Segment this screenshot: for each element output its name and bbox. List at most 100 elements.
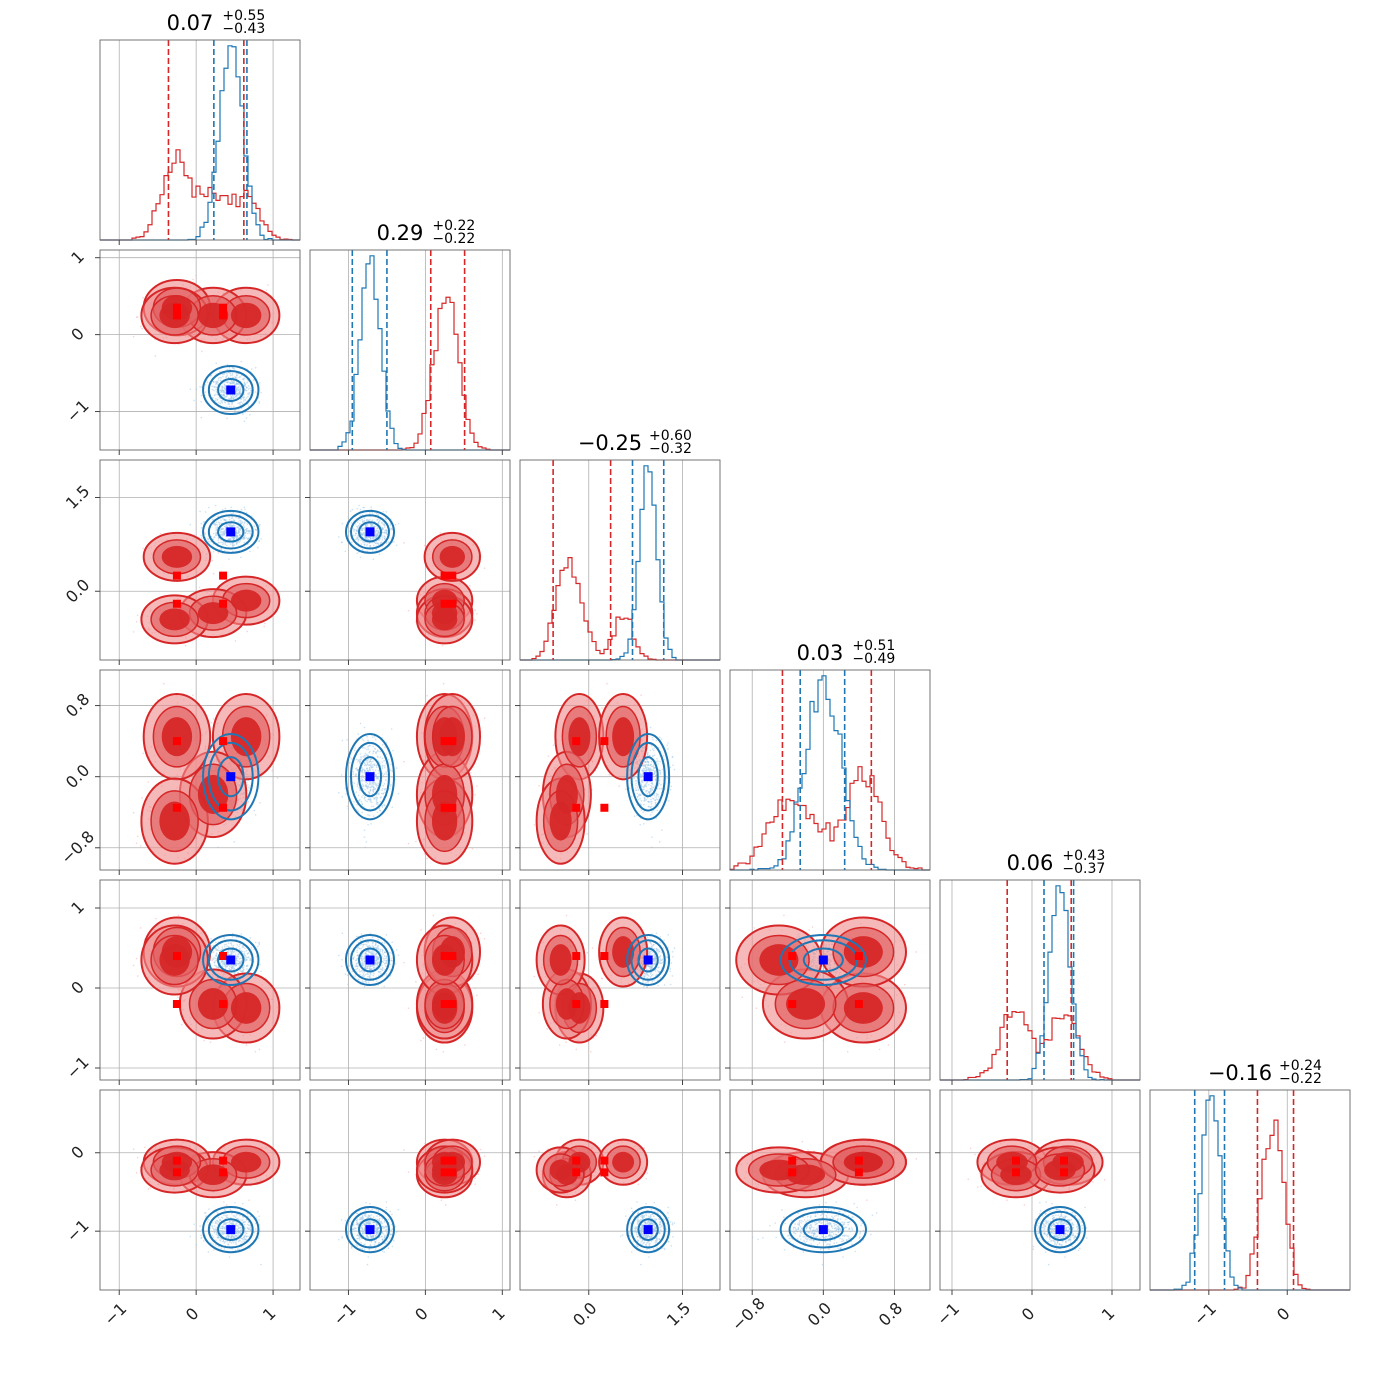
blue-sample-point <box>349 510 352 513</box>
panel-content <box>338 682 486 865</box>
blue-sample-point <box>220 519 222 521</box>
blue-sample-point <box>217 377 220 379</box>
blue-sample-point <box>382 774 385 777</box>
blue-sample-point <box>238 541 241 544</box>
red-marker <box>172 311 181 320</box>
blue-sample-point <box>258 402 261 404</box>
red-contour-core <box>230 717 262 757</box>
blue-sample-point <box>221 394 224 396</box>
blue-sample-point <box>357 760 359 763</box>
blue-sample-point <box>240 360 243 363</box>
red-marker <box>440 571 449 580</box>
blue-sample-point <box>189 523 192 526</box>
blue-sample-point <box>377 521 380 524</box>
blue-sample-point <box>240 556 242 559</box>
blue-sample-point <box>364 788 366 791</box>
blue-sample-point <box>226 374 228 377</box>
blue-sample-point <box>383 538 386 540</box>
blue-sample-point <box>218 523 221 526</box>
blue-sample-point <box>381 765 384 768</box>
blue-sample-point <box>377 529 380 532</box>
blue-sample-point <box>230 374 232 377</box>
red-sample-point <box>439 532 442 534</box>
blue-sample-point <box>369 544 372 547</box>
blue-sample-point <box>231 381 234 384</box>
blue-sample-point <box>371 765 374 768</box>
blue-sample-point <box>361 796 363 798</box>
blue-sample-point <box>235 543 238 545</box>
blue-sample-point <box>361 534 363 537</box>
blue-sample-point <box>233 382 236 385</box>
panel-frame <box>99 669 301 871</box>
red-sample-point <box>135 842 138 844</box>
blue-sample-point <box>372 789 375 791</box>
blue-sample-point <box>247 395 249 398</box>
blue-sample-point <box>363 771 366 774</box>
blue-sample-point <box>220 531 223 533</box>
blue-sample-point <box>369 760 372 763</box>
blue-sample-point <box>355 791 358 793</box>
blue-sample-point <box>350 522 353 524</box>
blue-sample-point <box>237 389 240 392</box>
blue-sample-point <box>215 534 218 537</box>
red-marker <box>172 599 181 608</box>
blue-sample-point <box>249 532 251 535</box>
blue-sample-point <box>381 539 384 541</box>
blue-sample-point <box>375 783 378 786</box>
blue-sample-point <box>235 386 237 388</box>
blue-sample-point <box>239 375 242 378</box>
blue-sample-point <box>370 823 372 825</box>
blue-sample-point <box>383 783 386 785</box>
panel-frame <box>519 459 721 661</box>
blue-sample-point <box>231 374 234 376</box>
blue-sample-point <box>250 368 253 370</box>
blue-sample-point <box>356 804 358 806</box>
blue-sample-point <box>241 396 244 399</box>
blue-sample-point <box>375 803 378 805</box>
blue-sample-point <box>366 753 368 756</box>
blue-sample-point <box>237 532 239 534</box>
red-sample-point <box>407 609 410 612</box>
blue-sample-point <box>242 397 245 400</box>
blue-sample-point <box>385 529 387 531</box>
blue-sample-point <box>243 420 246 422</box>
blue-sample-point <box>221 541 224 544</box>
red-contour-core <box>161 717 193 757</box>
blue-sample-point <box>359 508 362 511</box>
blue-sample-point <box>224 543 226 546</box>
blue-sample-point <box>347 535 349 537</box>
blue-sample-point <box>204 384 207 386</box>
blue-sample-point <box>374 542 377 545</box>
blue-sample-point <box>258 540 261 542</box>
blue-sample-point <box>225 519 227 521</box>
blue-sample-point <box>246 523 249 525</box>
blue-sample-point <box>228 518 231 521</box>
blue-sample-point <box>383 523 386 525</box>
blue-sample-point <box>229 372 232 375</box>
blue-sample-point <box>389 785 392 787</box>
blue-sample-point <box>367 519 370 522</box>
blue-sample-point <box>246 381 248 384</box>
blue-sample-point <box>244 528 247 531</box>
blue-sample-point <box>238 517 241 520</box>
blue-sample-point <box>357 759 359 761</box>
blue-sample-point <box>218 370 221 373</box>
blue-sample-point <box>356 528 358 531</box>
blue-sample-point <box>377 750 379 752</box>
blue-contour-ring <box>217 756 245 798</box>
blue-sample-point <box>392 749 394 752</box>
blue-sample-point <box>385 753 388 756</box>
blue-sample-point <box>365 784 367 786</box>
blue-sample-point <box>384 535 386 538</box>
blue-sample-point <box>367 814 369 816</box>
blue-sample-point <box>397 522 400 525</box>
blue-sample-point <box>367 748 370 751</box>
blue-sample-point <box>373 541 376 544</box>
blue-contour-ring <box>202 509 260 554</box>
blue-sample-point <box>363 768 365 771</box>
blue-sample-point <box>391 806 394 809</box>
blue-sample-point <box>218 396 221 399</box>
blue-sample-point <box>202 521 205 523</box>
blue-sample-point <box>241 402 244 404</box>
blue-sample-point <box>204 391 207 393</box>
